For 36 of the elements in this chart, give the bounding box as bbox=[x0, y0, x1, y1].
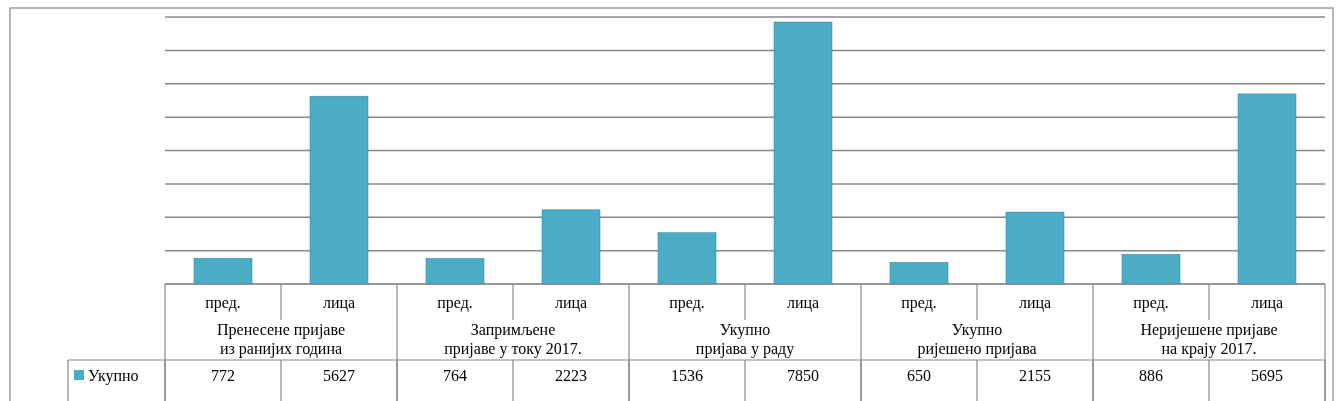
x-tick-label: пред. bbox=[205, 294, 241, 312]
data-label: 7850 bbox=[787, 367, 819, 384]
x-tick-label: пред. bbox=[669, 294, 705, 312]
bar bbox=[541, 209, 601, 285]
data-label: 650 bbox=[907, 367, 931, 384]
x-tick-label: лица bbox=[554, 294, 588, 312]
x-tick-label: лица bbox=[1250, 294, 1284, 312]
bar bbox=[193, 257, 253, 285]
data-label: 2223 bbox=[555, 367, 587, 384]
x-tick-label: лица bbox=[322, 294, 356, 312]
bar bbox=[773, 21, 833, 285]
text: Неријешене пријаве на крају 2017. bbox=[1140, 321, 1278, 358]
bar bbox=[657, 232, 717, 285]
bar bbox=[1121, 254, 1181, 285]
text: Укупно ријешено пријава bbox=[917, 321, 1037, 358]
bar bbox=[889, 262, 949, 285]
x-tick-label: лица bbox=[786, 294, 820, 312]
text: Укупно пријава у раду bbox=[695, 321, 795, 358]
x-tick-label: пред. bbox=[901, 294, 937, 312]
bar bbox=[1237, 93, 1297, 285]
legend-label: Укупно bbox=[88, 367, 139, 385]
bar bbox=[309, 95, 369, 285]
bar bbox=[425, 258, 485, 285]
text: Пренесене пријаве из ранијих година bbox=[216, 321, 346, 358]
data-label: 2155 bbox=[1019, 367, 1051, 384]
data-label: 5695 bbox=[1251, 367, 1283, 384]
data-label: 5627 bbox=[323, 367, 355, 384]
data-label: 886 bbox=[1139, 367, 1163, 384]
x-tick-label: пред. bbox=[1133, 294, 1169, 312]
x-tick-label: пред. bbox=[437, 294, 473, 312]
data-label: 764 bbox=[443, 367, 467, 384]
bar bbox=[1005, 211, 1065, 285]
data-label: 1536 bbox=[671, 367, 703, 384]
text: Запримљене пријаве у току 2017. bbox=[444, 321, 582, 358]
x-tick-label: лица bbox=[1018, 294, 1052, 312]
data-label: 772 bbox=[211, 367, 235, 384]
